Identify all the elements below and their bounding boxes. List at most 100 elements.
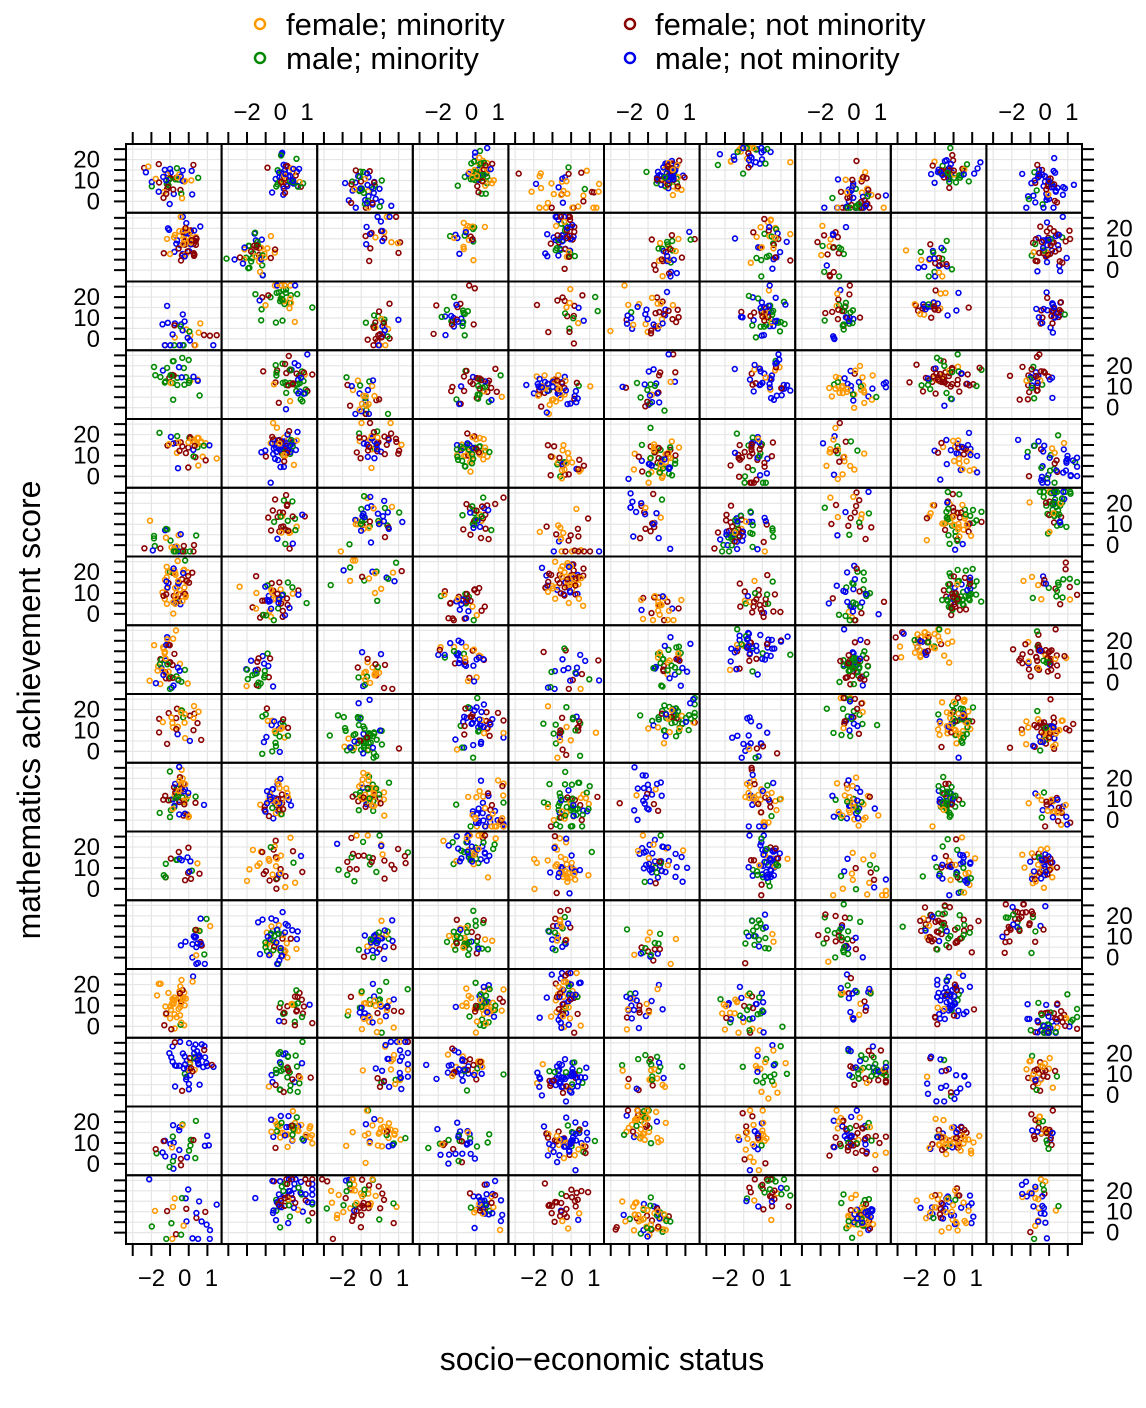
data-point (199, 453, 206, 460)
data-point (285, 527, 292, 534)
data-point (374, 597, 381, 604)
data-point (669, 173, 677, 180)
data-point (833, 582, 840, 589)
data-point (749, 450, 756, 457)
data-point (964, 441, 972, 449)
data-point (761, 459, 768, 467)
data-point (181, 381, 188, 388)
data-point (1059, 191, 1067, 199)
data-point (460, 373, 468, 380)
data-point (1059, 183, 1067, 191)
data-point (663, 238, 671, 246)
data-point (366, 419, 374, 427)
data-point (902, 247, 910, 254)
data-point (1025, 195, 1033, 203)
data-point (480, 494, 487, 501)
data-point (1053, 457, 1060, 464)
data-point (731, 235, 739, 242)
data-point (269, 507, 276, 514)
data-point (1046, 467, 1054, 474)
data-point (180, 342, 187, 349)
data-point (372, 195, 379, 203)
data-point (736, 441, 743, 449)
data-point (182, 224, 189, 232)
data-point (304, 351, 311, 358)
data-point (595, 677, 603, 684)
data-point (564, 449, 572, 457)
data-point (558, 238, 566, 245)
data-point (162, 534, 170, 541)
data-point (718, 548, 726, 555)
data-point (745, 164, 752, 171)
data-point (661, 642, 668, 650)
data-point (726, 666, 734, 674)
data-point (821, 317, 828, 324)
data-point (256, 297, 263, 304)
data-point (1020, 577, 1027, 585)
data-point (460, 243, 467, 251)
data-point (956, 174, 964, 181)
data-point (567, 400, 574, 407)
data-point (276, 446, 283, 453)
data-point (487, 165, 494, 173)
data-point (566, 299, 573, 307)
data-point (844, 598, 851, 606)
data-point (1039, 448, 1047, 455)
data-point (977, 159, 984, 166)
data-point (173, 165, 181, 172)
data-point (645, 368, 652, 375)
data-point (1030, 249, 1038, 256)
data-point (181, 557, 189, 564)
data-point (562, 548, 569, 555)
data-point (295, 165, 303, 173)
data-point (849, 176, 856, 184)
data-point (856, 362, 864, 370)
data-point (1059, 594, 1066, 601)
data-point (849, 182, 857, 190)
data-point (939, 171, 946, 179)
data-point (1066, 227, 1073, 234)
data-point (925, 301, 932, 308)
data-point (911, 301, 918, 308)
data-point (560, 529, 567, 537)
data-point (176, 447, 183, 454)
data-point (868, 524, 875, 531)
data-point (385, 525, 392, 532)
data-point (666, 674, 673, 682)
data-point (547, 240, 554, 247)
data-point (958, 370, 965, 377)
data-point (393, 438, 400, 446)
data-point (289, 498, 296, 505)
data-point (920, 263, 928, 270)
data-point (745, 292, 753, 300)
data-point (177, 213, 184, 221)
data-point (947, 611, 955, 619)
data-point (733, 430, 741, 437)
data-point (675, 314, 682, 321)
data-point (944, 597, 951, 604)
data-point (564, 224, 571, 232)
data-point (581, 185, 588, 193)
data-point (185, 464, 192, 471)
data-point (1033, 187, 1040, 194)
data-point (555, 372, 562, 379)
data-point (829, 595, 836, 602)
data-point (828, 393, 836, 400)
data-point (575, 304, 582, 311)
data-point (1057, 299, 1065, 306)
data-point (463, 590, 471, 598)
data-point (771, 254, 779, 261)
data-point (741, 448, 748, 456)
data-point (188, 177, 195, 184)
data-point (834, 290, 841, 297)
data-point (659, 273, 666, 280)
data-point (1066, 596, 1074, 603)
data-point (865, 186, 872, 194)
data-point (656, 469, 663, 476)
data-point (478, 376, 485, 384)
data-point (595, 657, 602, 664)
data-point (184, 248, 191, 255)
data-point (584, 515, 592, 522)
data-point (758, 256, 765, 264)
data-point (549, 383, 556, 391)
